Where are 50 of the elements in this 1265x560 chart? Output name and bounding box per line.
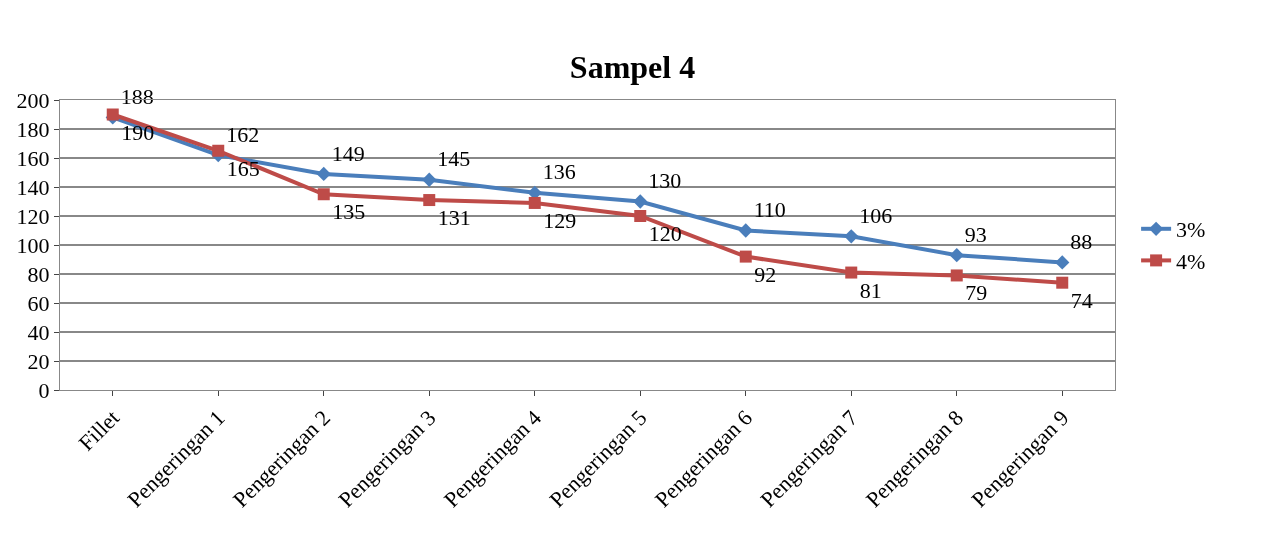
data-label: 93 [964, 221, 987, 247]
data-label: 165 [226, 155, 260, 181]
y-tick-label: 180 [16, 116, 50, 142]
data-label: 120 [648, 221, 682, 246]
y-tick-label: 60 [27, 290, 50, 316]
data-label: 129 [543, 207, 577, 233]
y-tick-label: 200 [16, 87, 50, 113]
point [1055, 255, 1070, 270]
y-tick-label: 40 [27, 319, 50, 345]
y-tick-label: 140 [16, 174, 50, 200]
point [423, 194, 436, 207]
point [317, 188, 330, 201]
point [844, 229, 859, 244]
point [1056, 276, 1069, 289]
point [950, 269, 963, 282]
data-label: 74 [1070, 287, 1093, 313]
point [739, 250, 752, 263]
data-label: 145 [437, 146, 471, 172]
data-label: 88 [1070, 229, 1093, 255]
point [738, 223, 753, 238]
data-label: 130 [648, 168, 682, 194]
y-tick-label: 80 [27, 261, 50, 287]
data-label: 131 [437, 205, 471, 231]
point [106, 108, 119, 121]
y-tick-label: 160 [16, 145, 50, 171]
y-tick-label: 100 [16, 232, 50, 258]
point [633, 194, 648, 209]
y-tick-label: 0 [38, 377, 50, 403]
data-label: 162 [226, 121, 260, 147]
data-label: 106 [859, 202, 893, 228]
point [528, 196, 541, 209]
point [949, 248, 964, 263]
point [845, 266, 858, 279]
point [212, 144, 225, 157]
data-label: 81 [859, 277, 882, 303]
data-label: 135 [332, 199, 366, 225]
legend-label: 4% [1176, 248, 1206, 274]
data-label: 92 [754, 261, 777, 287]
data-label: 110 [753, 197, 786, 223]
data-label: 79 [965, 280, 988, 306]
point [316, 166, 331, 182]
y-tick-label: 120 [16, 203, 50, 229]
legend-label: 3% [1176, 217, 1206, 243]
data-label: 136 [542, 159, 576, 185]
data-label: 149 [331, 140, 365, 166]
data-label: 190 [121, 119, 155, 145]
chart-title: Sampel 4 [569, 49, 696, 86]
y-tick-label: 20 [27, 348, 50, 374]
point [634, 210, 647, 222]
point [422, 172, 437, 187]
